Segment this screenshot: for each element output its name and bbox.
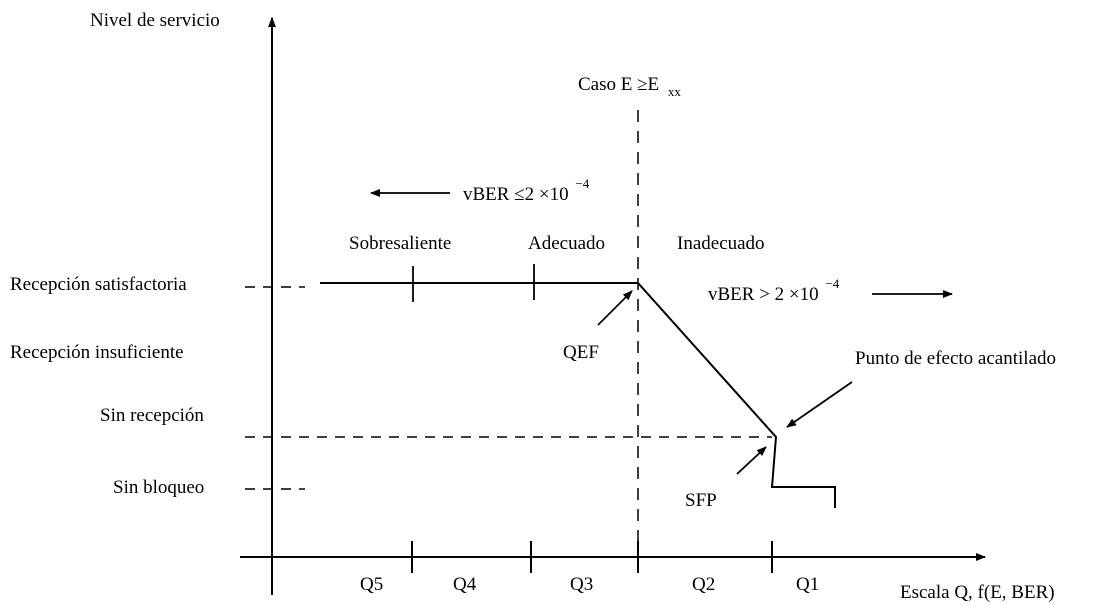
ber-left-label: vBER ≤2 ×10 −4 [463,176,590,205]
level-insufficient: Recepción insuficiente [10,342,184,363]
ber-left-main: vBER ≤2 ×10 [463,184,569,205]
cliff-label: Punto de efecto acantilado [855,348,1056,369]
case-label-main: Caso E ≥E [578,74,659,95]
region-inadequate: Inadecuado [677,233,765,254]
case-label: Caso E ≥E xx [578,74,681,99]
grade-q1: Q1 [796,574,819,595]
service-level-curve [320,282,836,508]
qef-arrow [597,290,633,326]
ber-right-main: vBER > 2 ×10 [708,284,819,305]
region-excellent: Sobresaliente [349,233,451,254]
grade-q4: Q4 [453,574,477,595]
level-no-lock: Sin bloqueo [113,477,204,498]
level-satisfactory: Recepción satisfactoria [10,274,187,295]
grade-q5: Q5 [360,574,383,595]
cliff-arrow [786,381,853,428]
ber-right-label: vBER > 2 ×10 −4 [708,276,840,305]
sfp-arrow [736,446,767,475]
case-label-subscript: xx [668,84,682,99]
region-adequate: Adecuado [528,233,605,254]
x-axis-label: Escala Q, f(E, BER) [900,582,1055,603]
ber-right-exponent: −4 [825,276,839,291]
ber-left-exponent: −4 [575,176,589,191]
y-axis-label: Nivel de servicio [90,10,220,31]
grade-q2: Q2 [692,574,715,595]
sfp-label: SFP [685,490,717,511]
qef-label: QEF [563,342,599,363]
grade-q3: Q3 [570,574,593,595]
level-no-reception: Sin recepción [100,405,204,426]
